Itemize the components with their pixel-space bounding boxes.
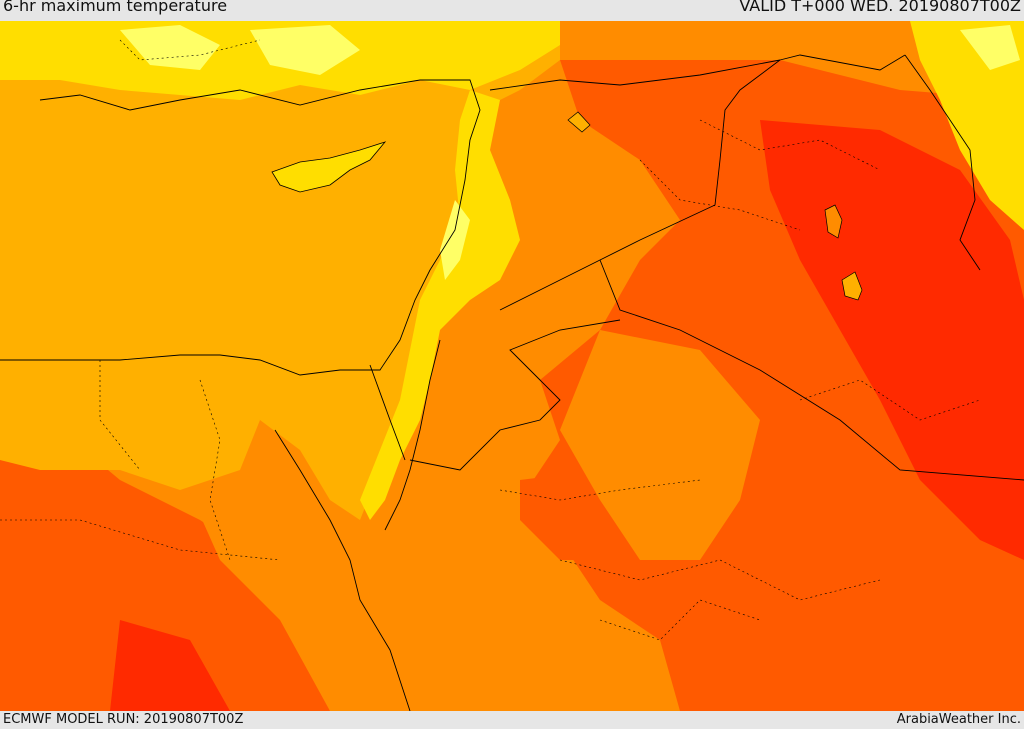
temp-zone-orange-red-west bbox=[0, 420, 360, 711]
temp-zone-orange-sinai bbox=[180, 410, 420, 711]
temp-zone-red-south bbox=[110, 620, 230, 711]
country-borders bbox=[369, 54, 1024, 481]
temp-zone-yellow-turkey bbox=[910, 21, 1024, 230]
temp-zone-light-yellow-levant bbox=[440, 200, 470, 280]
lake bbox=[824, 204, 843, 239]
temperature-map bbox=[0, 21, 1024, 711]
coastline-lines bbox=[0, 54, 981, 711]
temp-zone-red bbox=[760, 120, 1024, 560]
temp-zone-gold-egypt bbox=[0, 360, 260, 490]
lake bbox=[841, 271, 863, 301]
temp-zone-orange-central bbox=[560, 330, 760, 560]
temp-zone-light-yellow-east bbox=[250, 25, 360, 75]
temp-zone-light-yellow bbox=[120, 25, 220, 70]
credit-label: ArabiaWeather Inc. bbox=[896, 712, 1021, 727]
map-title: 6-hr maximum temperature bbox=[3, 0, 228, 15]
valid-time-label: VALID T+000 WED. 20190807T00Z bbox=[739, 0, 1021, 15]
lake bbox=[567, 111, 591, 133]
temp-zone-yellow-levant bbox=[360, 90, 520, 520]
province-borders bbox=[0, 39, 981, 641]
temp-zone-gold bbox=[0, 21, 560, 520]
footer-bar: ECMWF MODEL RUN: 20190807T00Z ArabiaWeat… bbox=[0, 711, 1024, 729]
model-run-label: ECMWF MODEL RUN: 20190807T00Z bbox=[3, 712, 244, 727]
cyprus-island bbox=[271, 141, 387, 193]
temp-zone-light-yellow-ne bbox=[960, 25, 1020, 70]
header-bar: 6-hr maximum temperature VALID T+000 WED… bbox=[0, 0, 1024, 21]
